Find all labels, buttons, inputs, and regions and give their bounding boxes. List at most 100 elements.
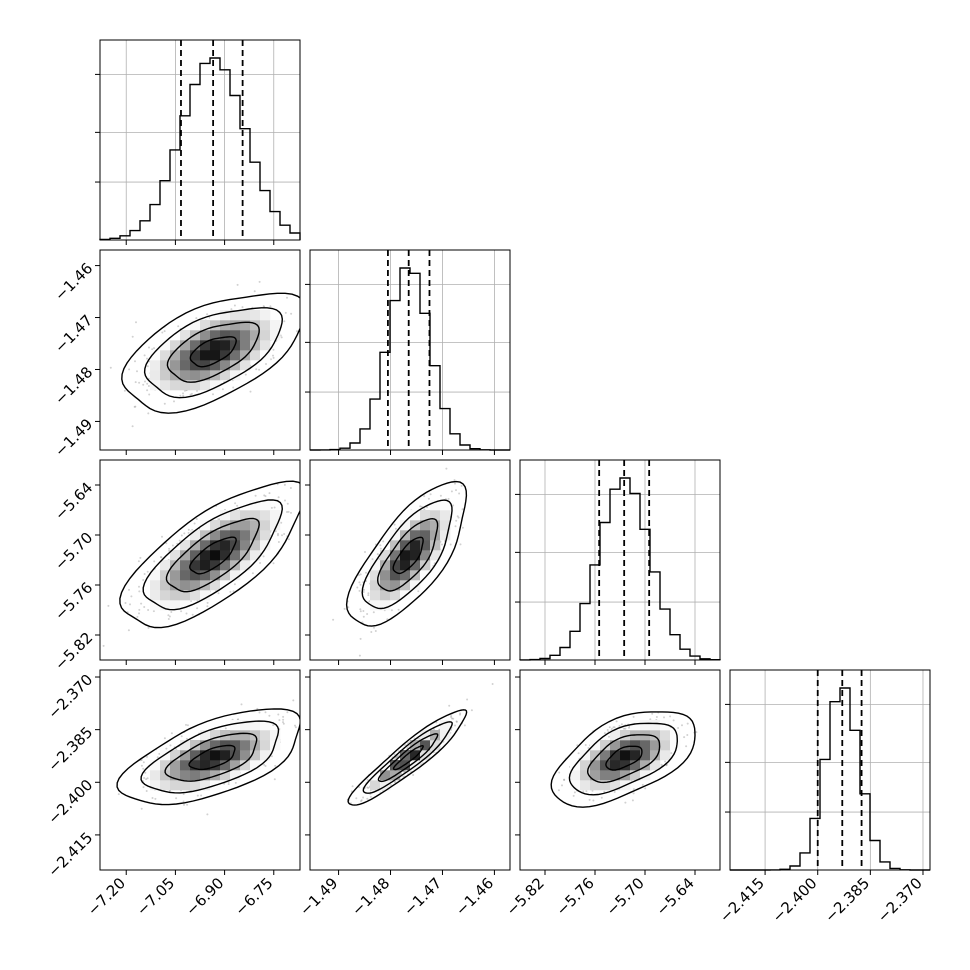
contour-line bbox=[189, 536, 237, 575]
density-cell bbox=[420, 540, 431, 551]
density-cell bbox=[200, 550, 211, 561]
sample-point bbox=[217, 592, 220, 595]
sample-point bbox=[272, 354, 274, 357]
sample-point bbox=[393, 523, 396, 526]
sample-point bbox=[358, 654, 361, 657]
density-cell bbox=[220, 570, 231, 581]
sample-point bbox=[461, 508, 464, 511]
sample-point bbox=[180, 735, 183, 738]
sample-point bbox=[182, 800, 185, 803]
sample-point bbox=[196, 607, 199, 610]
sample-point bbox=[632, 715, 635, 718]
density-cell bbox=[160, 780, 171, 791]
density-cell bbox=[400, 550, 411, 561]
density-cell bbox=[400, 560, 411, 571]
density-cell bbox=[170, 360, 181, 371]
density-cell bbox=[240, 750, 251, 761]
density-cell bbox=[630, 760, 641, 771]
density-cell bbox=[390, 550, 401, 561]
sample-point bbox=[359, 573, 362, 576]
sample-point bbox=[217, 518, 220, 521]
sample-point bbox=[608, 726, 611, 729]
density-cell bbox=[270, 730, 281, 741]
sample-point bbox=[454, 482, 456, 485]
sample-point bbox=[286, 502, 289, 505]
sample-point bbox=[427, 497, 430, 500]
density-cell bbox=[200, 740, 211, 751]
density-cell bbox=[200, 560, 211, 571]
density-cell bbox=[230, 570, 241, 581]
density-cell bbox=[200, 750, 211, 761]
sample-point bbox=[165, 542, 168, 545]
density-cell bbox=[160, 570, 171, 581]
x-tick-label: −5.64 bbox=[653, 874, 698, 919]
sample-point bbox=[264, 711, 267, 714]
sample-point bbox=[107, 604, 110, 607]
density-cell bbox=[260, 530, 271, 541]
sample-point bbox=[686, 722, 689, 725]
sample-point bbox=[142, 767, 145, 770]
sample-point bbox=[417, 590, 420, 593]
density-cell bbox=[190, 780, 201, 791]
density-cell bbox=[240, 340, 251, 351]
density-cell bbox=[660, 720, 671, 731]
sample-point bbox=[187, 531, 190, 534]
density-cell bbox=[210, 530, 221, 541]
sample-point bbox=[170, 732, 173, 735]
histogram-line bbox=[99, 57, 301, 241]
density-cell bbox=[220, 580, 231, 591]
sample-point bbox=[459, 712, 462, 715]
sample-point bbox=[611, 727, 613, 730]
sample-point bbox=[459, 713, 461, 716]
density-cell bbox=[200, 780, 211, 791]
density-cell bbox=[170, 350, 181, 361]
sample-point bbox=[179, 394, 182, 397]
density-cell bbox=[240, 320, 251, 331]
contour-line bbox=[568, 722, 679, 796]
density-cell bbox=[210, 330, 221, 341]
density-cell bbox=[630, 750, 641, 761]
density-cell bbox=[620, 740, 631, 751]
density-cell bbox=[380, 560, 391, 571]
sample-point bbox=[151, 348, 154, 351]
density-cell bbox=[210, 760, 221, 771]
density-cell bbox=[380, 780, 391, 791]
sample-point bbox=[167, 618, 170, 620]
density-cell bbox=[580, 750, 591, 761]
density-cell bbox=[200, 340, 211, 351]
sample-point bbox=[426, 506, 428, 509]
sample-point bbox=[358, 786, 361, 789]
sample-point bbox=[272, 562, 275, 565]
sample-point bbox=[163, 402, 166, 405]
sample-point bbox=[290, 312, 293, 315]
density-cell bbox=[620, 730, 631, 741]
density-cell bbox=[160, 560, 171, 571]
sample-point bbox=[393, 780, 396, 783]
sample-point bbox=[452, 504, 455, 507]
contour-line bbox=[376, 517, 439, 592]
sample-point bbox=[584, 744, 587, 746]
panel-frame bbox=[519, 459, 721, 661]
density-cell bbox=[610, 780, 621, 791]
sample-point bbox=[624, 727, 627, 730]
sample-point bbox=[206, 313, 209, 316]
density-cell bbox=[370, 570, 381, 581]
density-cell bbox=[250, 750, 261, 761]
density-cell bbox=[250, 550, 261, 561]
sample-point bbox=[138, 612, 140, 615]
contour-line bbox=[140, 720, 280, 794]
sample-point bbox=[154, 797, 157, 800]
sample-point bbox=[466, 698, 469, 701]
density-cell bbox=[430, 550, 441, 561]
y-tick-label: −5.70 bbox=[51, 529, 96, 574]
density-cell bbox=[600, 760, 611, 771]
sample-point bbox=[603, 732, 606, 735]
density-cell bbox=[180, 590, 191, 601]
sample-point bbox=[294, 724, 296, 727]
density-cell bbox=[160, 590, 171, 601]
sample-point bbox=[190, 392, 193, 395]
sample-point bbox=[277, 532, 279, 535]
sample-point bbox=[270, 755, 273, 758]
sample-point bbox=[613, 791, 616, 793]
sample-point bbox=[686, 734, 689, 736]
